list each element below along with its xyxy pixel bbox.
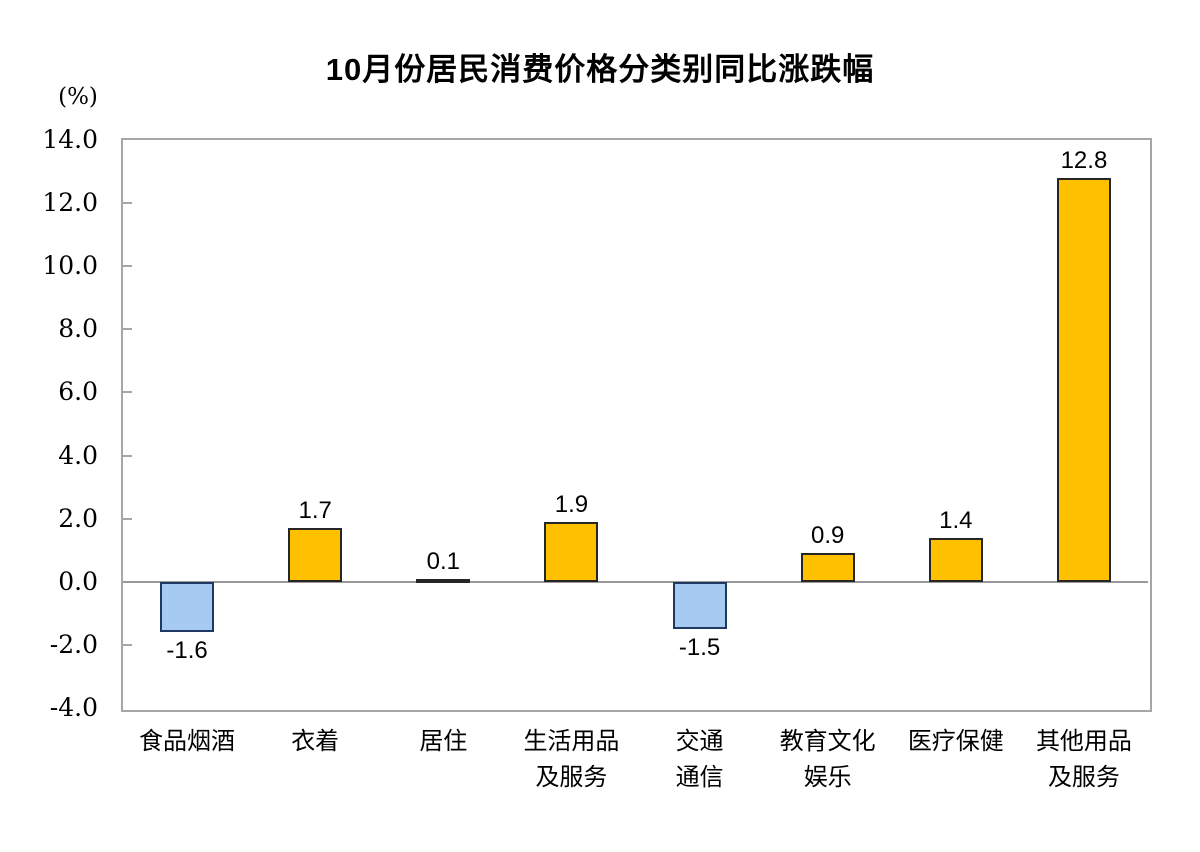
x-axis-category-label: 教育文化 娱乐	[779, 728, 876, 791]
bar-positive	[1056, 177, 1111, 582]
bar-positive	[928, 537, 983, 582]
y-axis-tick-mark	[123, 391, 132, 394]
y-axis-tick-label: 0.0	[58, 566, 98, 596]
x-axis-category-label: 生活用品 及服务	[523, 728, 620, 791]
y-axis-tick-mark	[123, 517, 132, 520]
bar-value-label: -1.6	[166, 637, 208, 665]
bar-positive	[544, 521, 599, 582]
y-axis-tick-label: 10.0	[42, 251, 98, 281]
bar-value-label: 12.8	[1060, 146, 1108, 174]
y-axis-tick-mark	[123, 454, 132, 457]
zero-baseline	[123, 580, 1148, 583]
bar-positive	[800, 553, 855, 582]
bar-value-label: 1.4	[939, 506, 973, 534]
bar-negative	[672, 581, 727, 630]
bar-negative	[160, 581, 215, 633]
y-axis-tick-label: 8.0	[58, 314, 98, 344]
y-axis-unit-label: (%)	[58, 84, 98, 110]
y-axis-tick-label: 4.0	[58, 440, 98, 470]
y-axis-tick-mark	[123, 328, 132, 331]
y-axis-tick-mark	[123, 265, 132, 268]
x-axis-category-label: 食品烟酒	[139, 728, 236, 755]
x-axis-category-label: 衣着	[291, 728, 340, 755]
y-axis-tick-label: -4.0	[49, 693, 98, 722]
y-axis-tick-label: 14.0	[42, 125, 98, 154]
bar-positive	[288, 528, 343, 582]
bar-value-label: -1.5	[678, 634, 721, 662]
bar-value-label: 1.9	[554, 490, 589, 518]
bar-positive	[416, 578, 471, 583]
y-axis-tick-label: -2.0	[49, 629, 98, 659]
x-axis-category-label: 其他用品 及服务	[1035, 728, 1132, 791]
bar-value-label: 0.9	[811, 522, 845, 550]
y-axis-tick-label: 6.0	[58, 377, 98, 407]
x-axis-category-label: 交通 通信	[675, 728, 724, 791]
y-axis-tick-mark	[123, 202, 132, 205]
y-axis-tick-mark	[123, 643, 132, 646]
chart-title: 10月份居民消费价格分类别同比涨跌幅	[325, 52, 875, 87]
bar-value-label: 1.7	[298, 497, 332, 525]
y-axis-tick-label: 2.0	[58, 503, 98, 533]
y-axis-tick-label: 12.0	[42, 188, 98, 218]
plot-area	[121, 138, 1152, 712]
bar-value-label: 0.1	[426, 547, 460, 575]
x-axis-category-label: 居住	[419, 728, 468, 755]
x-axis-category-label: 医疗保健	[907, 728, 1004, 755]
